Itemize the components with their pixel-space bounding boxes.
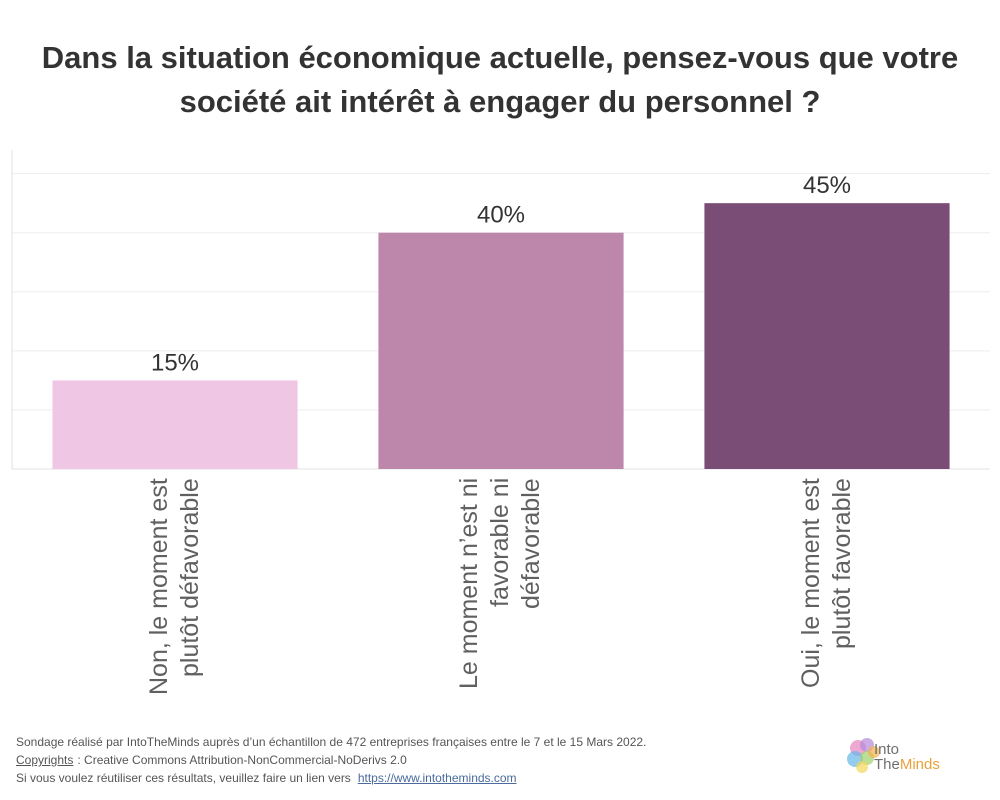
chart-title: Dans la situation économique actuelle, p… bbox=[41, 40, 959, 119]
bar-ni-favorable-ni-defavorable bbox=[378, 232, 624, 469]
brain-logo-icon bbox=[847, 738, 880, 773]
value-label-oui-favorable: 45% bbox=[803, 172, 851, 199]
value-label-non-defavorable: 15% bbox=[151, 349, 199, 376]
intotheminds-logo: Into TheMinds bbox=[846, 736, 956, 778]
bar-non-defavorable bbox=[52, 380, 298, 469]
x-tick-label-slot: Non, le moment est plutôt défavorable bbox=[52, 478, 297, 718]
value-label-ni-favorable-ni-defavorable: 40% bbox=[477, 202, 525, 229]
bar-chart-plot: 15% 40% 45% bbox=[11, 150, 990, 470]
bars bbox=[52, 203, 950, 469]
footer-notes: Sondage réalisé par IntoTheMinds auprès … bbox=[16, 733, 646, 787]
x-tick-label-non-defavorable: Non, le moment est plutôt défavorable bbox=[144, 478, 204, 695]
website-link[interactable]: https://www.intotheminds.com bbox=[357, 771, 517, 785]
logo-text-the: The bbox=[874, 756, 900, 773]
logo-text-theminds: TheMinds bbox=[874, 757, 940, 773]
logo-text-into: Into bbox=[874, 741, 900, 758]
x-tick-label-slot: Oui, le moment est plutôt favorable bbox=[704, 478, 949, 718]
copyrights-link[interactable]: Copyrights bbox=[16, 753, 74, 767]
bar-oui-favorable bbox=[704, 203, 950, 469]
reuse-note: Si vous voulez réutiliser ces résultats,… bbox=[16, 769, 646, 787]
reuse-text: Si vous voulez réutiliser ces résultats,… bbox=[16, 771, 351, 785]
logo-text-minds: Minds bbox=[899, 756, 940, 773]
x-tick-label-slot: Le moment n’est ni favorable ni défavora… bbox=[378, 478, 623, 718]
value-labels: 15% 40% 45% bbox=[151, 172, 851, 376]
copyright-text: : Creative Commons Attribution-NonCommer… bbox=[77, 753, 407, 767]
x-tick-label-oui-favorable: Oui, le moment est plutôt favorable bbox=[796, 478, 856, 688]
x-tick-label-ni-favorable-ni-defavorable: Le moment n’est ni favorable ni défavora… bbox=[455, 478, 546, 690]
source-note: Sondage réalisé par IntoTheMinds auprès … bbox=[16, 735, 647, 749]
copyright-note: Copyrights: Creative Commons Attribution… bbox=[16, 751, 646, 769]
